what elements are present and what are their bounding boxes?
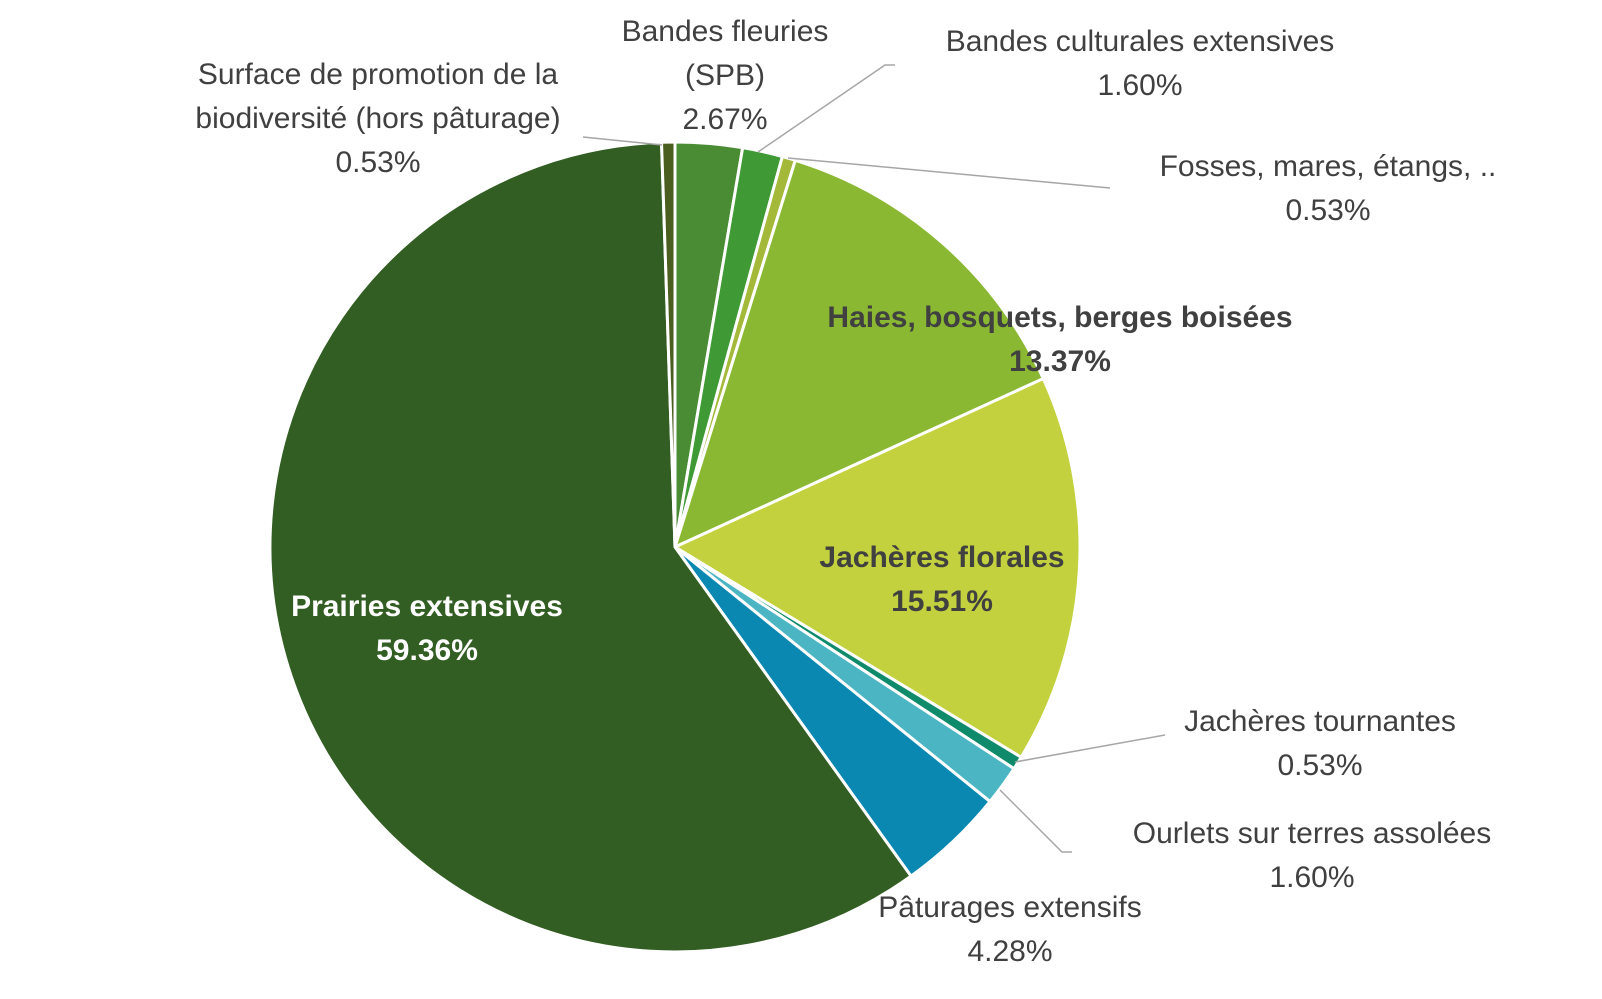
slice-label: Pâturages extensifs 4.28% <box>878 891 1142 968</box>
slice-label: Bandes culturales extensives 1.60% <box>945 25 1335 102</box>
slice-label: Haies, bosquets, berges boisées 13.37% <box>827 301 1293 378</box>
leader-line <box>582 136 663 146</box>
leader-line <box>999 789 1072 853</box>
pie-slice <box>673 377 1082 759</box>
slice-label: Jachères florales 15.51% <box>819 541 1065 618</box>
slice-label: Prairies extensives 59.36% <box>291 590 563 667</box>
pie-slice <box>268 140 913 954</box>
slice-label: Surface de promotion de la biodiversité … <box>195 58 561 179</box>
leader-line <box>1014 734 1166 763</box>
pie-slice <box>660 140 677 549</box>
slice-label: Bandes fleuries (SPB) 2.67% <box>621 15 829 136</box>
slice-label: Jachères tournantes 0.53% <box>1184 705 1456 782</box>
leader-line <box>757 64 895 153</box>
slice-label: Fosses, mares, étangs, .. 0.53% <box>1159 150 1497 227</box>
pie-slice <box>673 158 1045 549</box>
slice-label: Ourlets sur terres assolées 1.60% <box>1132 817 1492 894</box>
leader-line <box>787 157 1111 189</box>
